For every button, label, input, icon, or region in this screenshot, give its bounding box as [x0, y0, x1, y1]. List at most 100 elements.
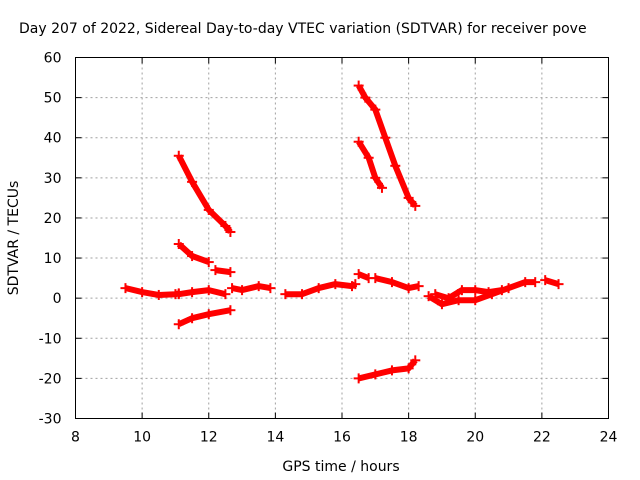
x-tick-label: 16	[333, 430, 351, 446]
series-track-line	[176, 154, 233, 234]
y-tick-label: -20	[39, 371, 62, 387]
x-tick-label: 22	[533, 430, 551, 446]
data-point	[530, 277, 541, 288]
data-point	[173, 150, 184, 161]
data-series-track-15	[430, 285, 507, 304]
data-point	[187, 287, 198, 298]
data-layer	[120, 80, 564, 384]
series-track-line	[285, 281, 357, 298]
series-track-line	[356, 140, 385, 190]
x-tick-label: 10	[133, 430, 151, 446]
data-point	[173, 239, 184, 250]
data-point	[453, 295, 464, 306]
x-tick-label: 8	[71, 430, 80, 446]
data-point	[187, 251, 198, 262]
data-point	[540, 275, 551, 286]
y-tick-label: 10	[44, 251, 62, 267]
data-point	[225, 305, 236, 316]
data-point	[203, 257, 214, 268]
data-point	[350, 279, 361, 290]
data-point	[403, 363, 414, 374]
x-tick-label: 14	[266, 430, 284, 446]
data-point	[220, 289, 231, 300]
data-point	[423, 291, 434, 302]
data-point	[173, 319, 184, 330]
data-series-track-12	[370, 273, 424, 294]
y-axis-label: SDTVAR / TECUs	[6, 181, 22, 296]
data-point	[210, 265, 221, 276]
x-axis-label: GPS time / hours	[282, 459, 399, 475]
series-track-line	[178, 287, 227, 298]
series-track-line	[231, 283, 271, 294]
data-series-track-4	[210, 265, 236, 278]
data-point	[370, 172, 381, 183]
x-tick-label: 24	[600, 430, 618, 446]
y-tick-label: 50	[44, 91, 62, 107]
data-point	[313, 283, 324, 294]
data-point	[370, 104, 381, 115]
data-point	[353, 80, 364, 91]
data-point	[225, 226, 236, 237]
data-point	[370, 369, 381, 380]
data-point	[203, 204, 214, 215]
data-point	[137, 287, 148, 298]
x-tick-label: 12	[200, 430, 218, 446]
data-point	[386, 277, 397, 288]
data-series-track-8	[280, 279, 361, 300]
data-point	[187, 176, 198, 187]
x-tick-label: 18	[400, 430, 418, 446]
y-tick-label: 60	[44, 51, 62, 67]
data-point	[456, 285, 467, 296]
series-track-line	[356, 84, 418, 208]
data-point	[225, 267, 236, 278]
data-point	[187, 313, 198, 324]
data-series-track-10	[353, 136, 387, 193]
chart-title: Day 207 of 2022, Sidereal Day-to-day VTE…	[19, 21, 587, 37]
data-point	[436, 299, 447, 310]
series-track-line	[177, 307, 231, 327]
data-point	[403, 192, 414, 203]
data-point	[153, 289, 164, 300]
label-layer: 8 10 12 14 16 18 20 22 24 -30 -20 -10 0 10 20 30 40 50 60	[39, 51, 618, 446]
data-point	[330, 279, 341, 290]
data-point	[265, 283, 276, 294]
data-point	[380, 132, 391, 143]
data-point	[410, 200, 421, 211]
data-point	[353, 269, 364, 280]
tick-layer	[75, 57, 609, 419]
y-tick-label: -10	[39, 331, 62, 347]
data-point	[496, 285, 507, 296]
data-point	[120, 283, 131, 294]
data-point	[227, 283, 238, 294]
y-tick-label: 0	[53, 291, 62, 307]
grid-layer	[75, 57, 609, 419]
data-series-track-1	[120, 283, 184, 300]
y-tick-label: 30	[44, 171, 62, 187]
data-point	[237, 285, 248, 296]
data-point	[483, 287, 494, 298]
data-series-track-9	[353, 80, 421, 211]
data-point	[220, 220, 231, 231]
data-series-track-6	[173, 305, 236, 330]
data-point	[253, 281, 264, 292]
data-point	[520, 277, 531, 288]
data-point	[360, 92, 371, 103]
data-point	[503, 283, 514, 294]
data-series-track-16	[540, 275, 564, 290]
y-tick-label: 40	[44, 131, 62, 147]
data-series-track-7	[227, 281, 276, 296]
data-point	[390, 160, 401, 171]
data-point	[173, 289, 184, 300]
data-point	[370, 273, 381, 284]
data-series-track-13	[353, 355, 421, 384]
series-track-line	[374, 275, 420, 292]
data-series-track-3	[173, 239, 214, 268]
data-point	[430, 289, 441, 300]
data-point	[553, 279, 564, 290]
data-point	[403, 283, 414, 294]
data-point	[297, 289, 308, 300]
data-point	[470, 295, 481, 306]
data-series-track-11	[353, 269, 374, 284]
y-tick-label: 20	[44, 211, 62, 227]
data-point	[386, 365, 397, 376]
